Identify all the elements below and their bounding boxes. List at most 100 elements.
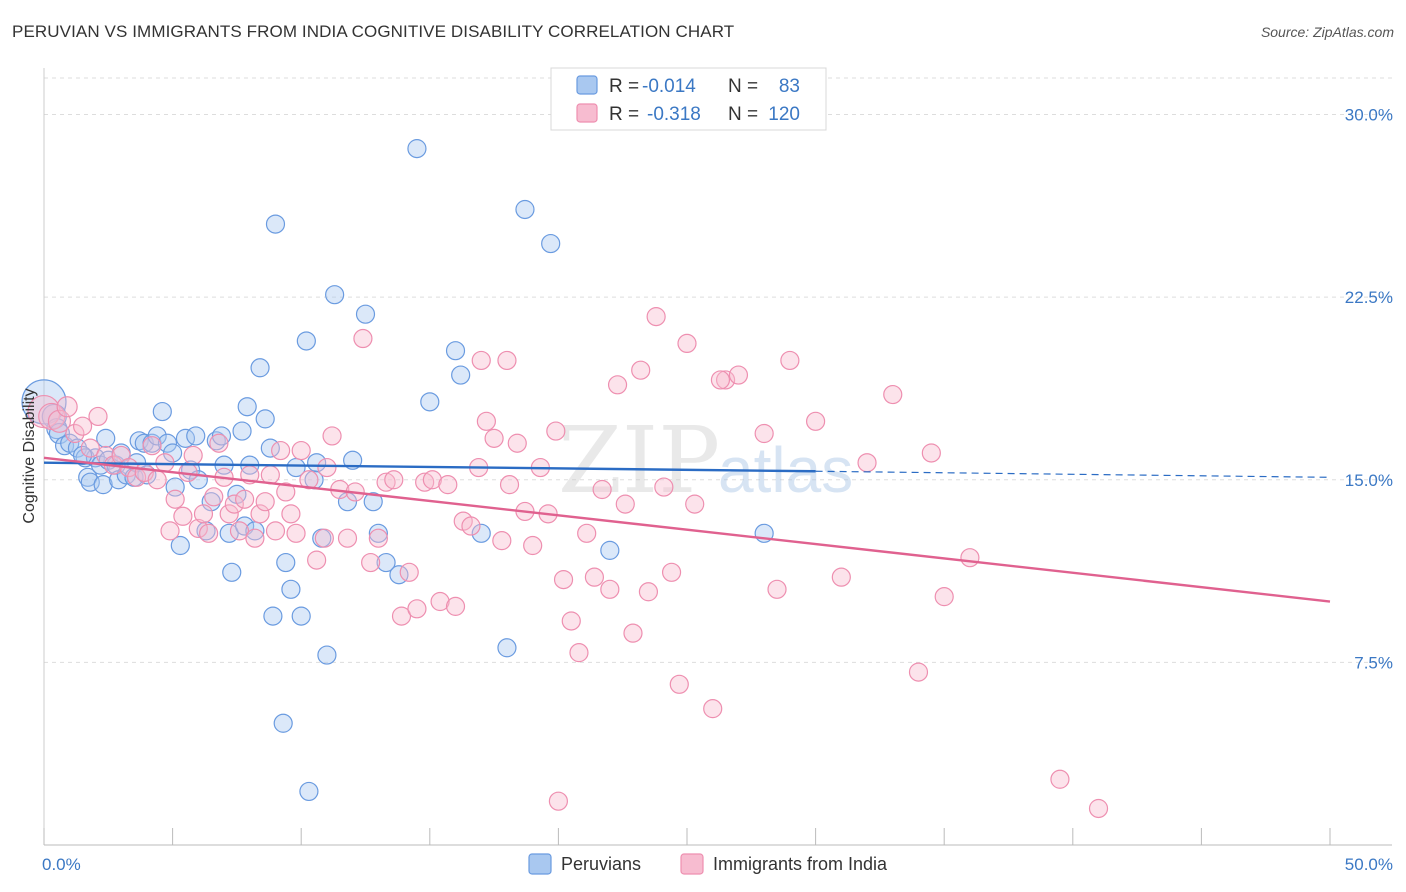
data-point: [921, 443, 941, 463]
data-point: [960, 548, 980, 568]
data-point: [584, 567, 605, 587]
y-axis-title: Cognitive Disability: [21, 388, 38, 523]
data-point: [265, 521, 286, 541]
data-point: [232, 421, 252, 441]
data-point: [286, 523, 306, 543]
data-point: [368, 528, 388, 548]
chart-title: PERUVIAN VS IMMIGRANTS FROM INDIA COGNIT…: [12, 22, 735, 41]
data-point: [186, 426, 206, 446]
data-point: [908, 662, 929, 682]
data-point: [546, 421, 566, 441]
data-point: [407, 599, 427, 619]
y-tick-label: 22.5%: [1345, 288, 1393, 307]
data-point: [407, 139, 427, 159]
data-point: [183, 445, 203, 466]
data-point: [317, 645, 337, 665]
data-point: [353, 328, 373, 349]
data-point: [445, 341, 466, 361]
data-point: [80, 438, 100, 458]
data-point: [646, 307, 666, 327]
data-point: [399, 562, 419, 582]
data-point: [307, 550, 327, 570]
data-point: [222, 562, 242, 582]
data-point: [831, 567, 851, 587]
legend-n-label-2: N =: [728, 104, 758, 125]
data-point: [1088, 798, 1109, 819]
data-point: [445, 596, 466, 616]
data-point: [541, 233, 561, 254]
data-point: [209, 433, 229, 453]
data-point: [623, 623, 643, 643]
data-point: [152, 401, 172, 422]
source-label: Source: ZipAtlas.com: [1260, 24, 1394, 40]
legend-n-value-2: 120: [768, 104, 800, 125]
data-point: [281, 504, 301, 524]
axes: [43, 68, 1392, 846]
data-point: [883, 384, 903, 405]
data-point: [661, 562, 682, 582]
y-tick-label: 7.5%: [1354, 653, 1393, 672]
watermark-zip: ZIP: [558, 407, 720, 514]
data-point: [96, 428, 116, 448]
data-point: [337, 528, 358, 548]
data-point: [93, 475, 113, 495]
data-point: [548, 791, 569, 811]
data-point: [235, 489, 255, 509]
data-point: [391, 606, 412, 626]
data-point: [422, 470, 442, 490]
data-point: [631, 360, 651, 380]
bottom-legend-swatch-peruvians: [528, 853, 552, 875]
data-point: [355, 304, 376, 324]
data-point: [325, 285, 345, 305]
data-point: [569, 643, 589, 663]
legend-swatch-peruvians: [576, 75, 598, 95]
data-point: [160, 521, 180, 541]
data-point: [273, 713, 293, 733]
data-point: [48, 422, 71, 445]
bottom-legend-label-peruvians: Peruvians: [561, 854, 641, 874]
legend-swatch-india: [576, 103, 598, 123]
data-point: [21, 379, 67, 425]
data-point: [654, 477, 674, 497]
data-point: [430, 591, 450, 612]
legend-r-label-2: R =: [609, 104, 639, 125]
data-point: [363, 492, 383, 512]
data-point: [515, 199, 535, 220]
trendlines: [43, 456, 1331, 603]
data-point: [420, 392, 440, 412]
data-point: [211, 426, 232, 446]
data-point: [710, 370, 731, 390]
data-point: [805, 411, 826, 431]
data-point: [263, 606, 283, 626]
data-point: [307, 453, 327, 473]
data-point: [685, 494, 705, 514]
data-point: [600, 579, 620, 599]
series-india-points: [27, 307, 1109, 819]
data-point: [237, 397, 257, 417]
data-point: [250, 504, 270, 524]
data-point: [260, 465, 280, 485]
data-point: [497, 350, 517, 371]
data-point: [484, 428, 504, 448]
data-point: [507, 433, 527, 453]
data-point: [299, 781, 319, 802]
data-point: [343, 450, 363, 470]
data-point: [476, 411, 496, 431]
data-point: [384, 470, 404, 490]
data-point: [677, 333, 697, 354]
data-point: [471, 523, 491, 543]
data-point: [147, 470, 167, 490]
trendline-peruvians-extension: [815, 470, 1331, 478]
data-point: [204, 487, 224, 507]
data-point: [255, 492, 275, 512]
data-point: [368, 523, 388, 543]
data-point: [299, 470, 319, 490]
data-point: [72, 416, 93, 436]
data-point: [600, 540, 620, 560]
y-tick-label: 15.0%: [1345, 471, 1393, 490]
data-point: [281, 579, 301, 599]
data-point: [163, 443, 183, 463]
bottom-legend: Peruvians Immigrants from India: [528, 853, 888, 875]
legend: R = -0.014 N = 83 R = -0.318 N = 120: [550, 67, 827, 131]
